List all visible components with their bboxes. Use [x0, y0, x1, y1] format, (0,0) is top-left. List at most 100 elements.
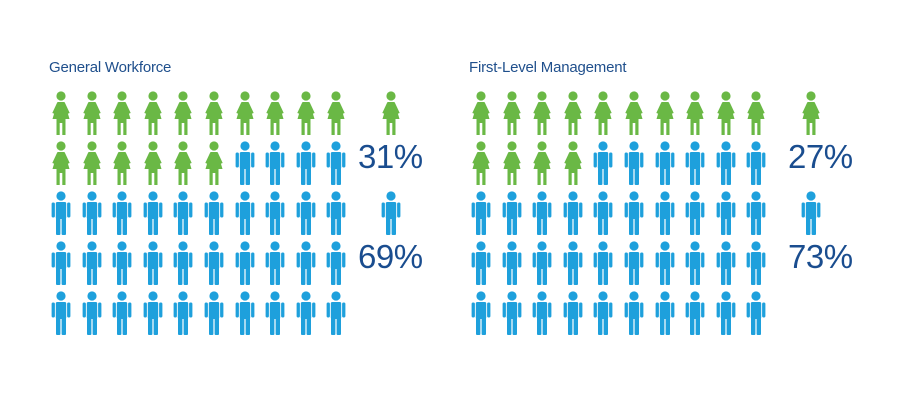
male-person-icon	[77, 240, 107, 290]
male-person-icon	[107, 240, 137, 290]
male-person-icon	[497, 240, 527, 290]
female-person-icon	[291, 90, 321, 140]
male-person-icon	[558, 240, 588, 290]
male-person-icon	[619, 240, 649, 290]
female-person-icon	[466, 140, 496, 190]
male-person-icon	[230, 140, 260, 190]
male-person-icon	[711, 140, 741, 190]
male-person-icon	[466, 190, 496, 240]
first-level-management-panel: First-Level Management 27% 73%	[420, 0, 870, 412]
male-person-icon	[588, 190, 618, 240]
female-person-icon	[107, 90, 137, 140]
female-person-icon	[138, 140, 168, 190]
female-person-icon	[168, 90, 198, 140]
male-person-icon	[260, 290, 290, 340]
female-person-icon	[260, 90, 290, 140]
female-person-icon	[199, 140, 229, 190]
female-person-icon	[680, 90, 710, 140]
female-legend-icon	[376, 90, 406, 140]
female-person-icon	[619, 90, 649, 140]
male-person-icon	[168, 240, 198, 290]
male-person-icon	[619, 290, 649, 340]
male-person-icon	[527, 290, 557, 340]
male-person-icon	[138, 240, 168, 290]
female-percent: 27%	[788, 138, 853, 175]
male-person-icon	[619, 190, 649, 240]
male-person-icon	[138, 190, 168, 240]
male-person-icon	[168, 190, 198, 240]
male-person-icon	[321, 190, 351, 240]
male-person-icon	[680, 290, 710, 340]
female-person-icon	[466, 90, 496, 140]
female-person-icon	[321, 90, 351, 140]
panel-title: General Workforce	[49, 59, 172, 76]
male-person-icon	[291, 140, 321, 190]
male-person-icon	[650, 290, 680, 340]
male-person-icon	[741, 190, 771, 240]
male-person-icon	[260, 190, 290, 240]
male-person-icon	[588, 140, 618, 190]
female-person-icon	[527, 140, 557, 190]
female-person-icon	[199, 90, 229, 140]
male-person-icon	[230, 190, 260, 240]
male-person-icon	[650, 240, 680, 290]
male-person-icon	[46, 190, 76, 240]
male-person-icon	[711, 290, 741, 340]
female-person-icon	[77, 140, 107, 190]
male-person-icon	[680, 240, 710, 290]
male-person-icon	[527, 190, 557, 240]
male-person-icon	[741, 290, 771, 340]
male-person-icon	[77, 290, 107, 340]
male-person-icon	[588, 240, 618, 290]
male-person-icon	[321, 290, 351, 340]
female-person-icon	[741, 90, 771, 140]
female-person-icon	[77, 90, 107, 140]
icon-grid	[466, 90, 776, 340]
male-person-icon	[650, 140, 680, 190]
male-person-icon	[260, 240, 290, 290]
male-person-icon	[107, 190, 137, 240]
general-workforce-panel: General Workforce 31% 69%	[46, 59, 423, 340]
female-person-icon	[527, 90, 557, 140]
icon-grid	[46, 90, 356, 340]
male-person-icon	[199, 240, 229, 290]
male-legend-icon	[796, 190, 826, 240]
female-legend-icon	[796, 90, 826, 140]
male-person-icon	[711, 240, 741, 290]
male-person-icon	[230, 290, 260, 340]
male-person-icon	[711, 190, 741, 240]
male-person-icon	[619, 140, 649, 190]
female-person-icon	[497, 140, 527, 190]
male-person-icon	[321, 240, 351, 290]
female-person-icon	[138, 90, 168, 140]
male-person-icon	[230, 240, 260, 290]
female-person-icon	[650, 90, 680, 140]
male-person-icon	[46, 290, 76, 340]
male-person-icon	[558, 190, 588, 240]
female-person-icon	[230, 90, 260, 140]
male-person-icon	[466, 290, 496, 340]
male-person-icon	[199, 190, 229, 240]
female-percent: 31%	[358, 138, 423, 175]
female-person-icon	[588, 90, 618, 140]
male-percent: 69%	[358, 238, 423, 275]
male-person-icon	[291, 240, 321, 290]
female-person-icon	[558, 140, 588, 190]
male-person-icon	[291, 190, 321, 240]
panel-title: First-Level Management	[469, 59, 627, 76]
male-person-icon	[199, 290, 229, 340]
male-person-icon	[680, 140, 710, 190]
male-person-icon	[558, 290, 588, 340]
female-person-icon	[46, 140, 76, 190]
male-person-icon	[77, 190, 107, 240]
male-percent: 73%	[788, 238, 853, 275]
male-person-icon	[321, 140, 351, 190]
male-legend-icon	[376, 190, 406, 240]
male-person-icon	[741, 240, 771, 290]
male-person-icon	[168, 290, 198, 340]
male-person-icon	[588, 290, 618, 340]
male-person-icon	[680, 190, 710, 240]
female-person-icon	[497, 90, 527, 140]
male-person-icon	[46, 240, 76, 290]
male-person-icon	[497, 290, 527, 340]
